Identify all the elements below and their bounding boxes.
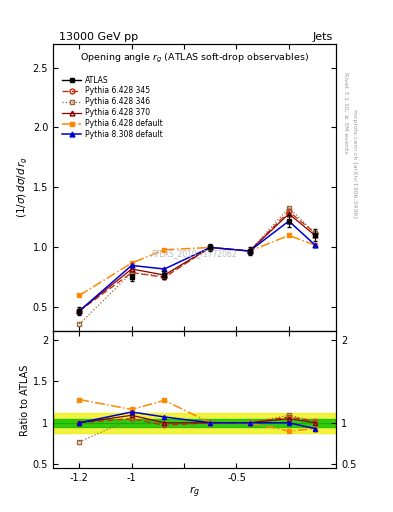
X-axis label: $r_g$: $r_g$: [189, 485, 200, 500]
Y-axis label: $(1/\sigma)\, d\sigma/d\, r_g$: $(1/\sigma)\, d\sigma/d\, r_g$: [15, 157, 30, 219]
Text: Jets: Jets: [313, 32, 333, 42]
Text: mcplots.cern.ch [arXiv:1306.3436]: mcplots.cern.ch [arXiv:1306.3436]: [352, 110, 357, 218]
Text: Rivet 3.1.10, ≥ 3M events: Rivet 3.1.10, ≥ 3M events: [343, 72, 348, 154]
Text: ATLAS_2019_I1772062: ATLAS_2019_I1772062: [151, 249, 238, 258]
Y-axis label: Ratio to ATLAS: Ratio to ATLAS: [20, 364, 30, 436]
Text: 13000 GeV pp: 13000 GeV pp: [59, 32, 138, 42]
Text: Opening angle $r_g$ (ATLAS soft-drop observables): Opening angle $r_g$ (ATLAS soft-drop obs…: [80, 52, 309, 65]
Legend: ATLAS, Pythia 6.428 345, Pythia 6.428 346, Pythia 6.428 370, Pythia 6.428 defaul: ATLAS, Pythia 6.428 345, Pythia 6.428 34…: [60, 73, 165, 141]
